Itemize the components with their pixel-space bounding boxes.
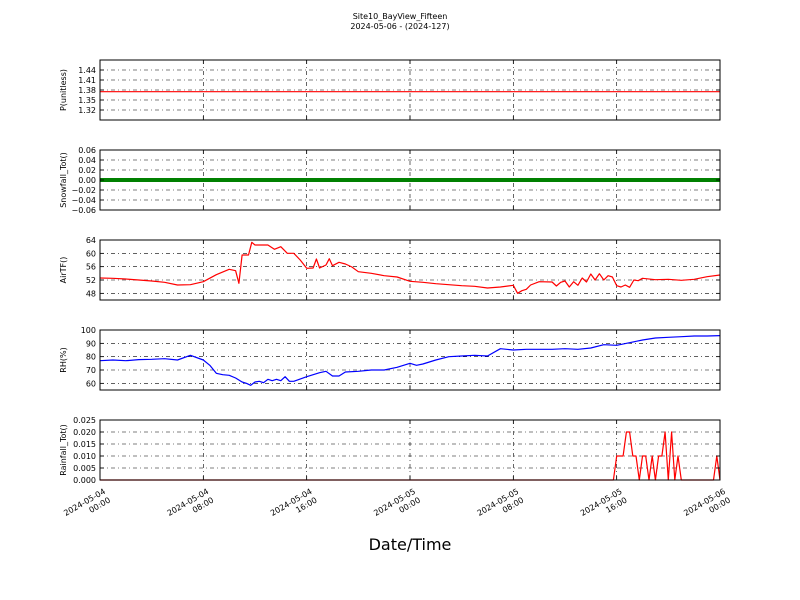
y-tick-label: 80 [86, 353, 96, 362]
series-line [100, 431, 721, 481]
y-tick-label: 100 [81, 326, 96, 335]
y-axis-label: P(unitless) [59, 69, 68, 111]
y-tick-label: 0.005 [73, 464, 96, 473]
y-tick-label: 0.06 [78, 146, 96, 155]
panel-3: 48 52 56 60 64 AirTF() [59, 236, 721, 301]
y-tick-label: 0.010 [73, 452, 96, 461]
y-axis-label: Snowfall_Tot() [59, 152, 68, 208]
figure-title: Site10_BayView_Fifteen [353, 12, 448, 21]
panel-1: 1.321.351.381.411.44 P(unitless) [59, 59, 721, 121]
y-tick-label: 1.44 [78, 66, 96, 75]
y-axis-label: AirTF() [59, 257, 68, 284]
y-tick-label: 56 [86, 263, 96, 272]
y-tick-label: 52 [86, 276, 96, 285]
y-tick-label: 0.02 [78, 166, 96, 175]
series-line [99, 335, 721, 386]
panel-5: 0.000 0.005 0.010 0.015 0.020 0.025 Rainfall_T… [59, 416, 721, 485]
y-tick-label: −0.04 [71, 196, 96, 205]
y-tick-label: −0.02 [71, 186, 96, 195]
y-tick-label: 0.04 [78, 156, 96, 165]
figure-subtitle: 2024-05-06 - (2024-127) [350, 22, 449, 31]
y-tick-label: 90 [86, 339, 96, 348]
y-tick-label: 0.00 [78, 176, 96, 185]
y-axis-label: RH(%) [59, 347, 68, 372]
y-tick-label: 0.015 [73, 440, 96, 449]
y-tick-label: 48 [86, 289, 96, 298]
y-tick-label: −0.06 [71, 206, 96, 215]
y-tick-label: 0.025 [73, 416, 96, 425]
y-tick-label: 0.000 [73, 476, 96, 485]
y-axis-label: Rainfall_Tot() [59, 424, 68, 476]
series-line [99, 241, 721, 294]
y-tick-label: 0.020 [73, 428, 96, 437]
y-tick-label: 1.38 [78, 86, 96, 95]
y-tick-label: 1.41 [78, 76, 96, 85]
y-tick-label: 60 [86, 249, 96, 258]
y-tick-label: 60 [86, 379, 96, 388]
panels: 1.321.351.381.411.44P(unitless)−0.06−0.0… [59, 59, 721, 485]
y-tick-label: 70 [86, 366, 96, 375]
y-tick-label: 1.32 [78, 106, 96, 115]
panel-4: 60 70 80 90 100 RH(%) [59, 326, 721, 391]
x-axis-label: Date/Time [369, 535, 452, 554]
y-tick-label: 1.35 [78, 96, 96, 105]
y-tick-label: 64 [86, 236, 96, 245]
panel-2: −0.06−0.04−0.020.000.020.040.06 Snowfall_… [59, 146, 721, 215]
